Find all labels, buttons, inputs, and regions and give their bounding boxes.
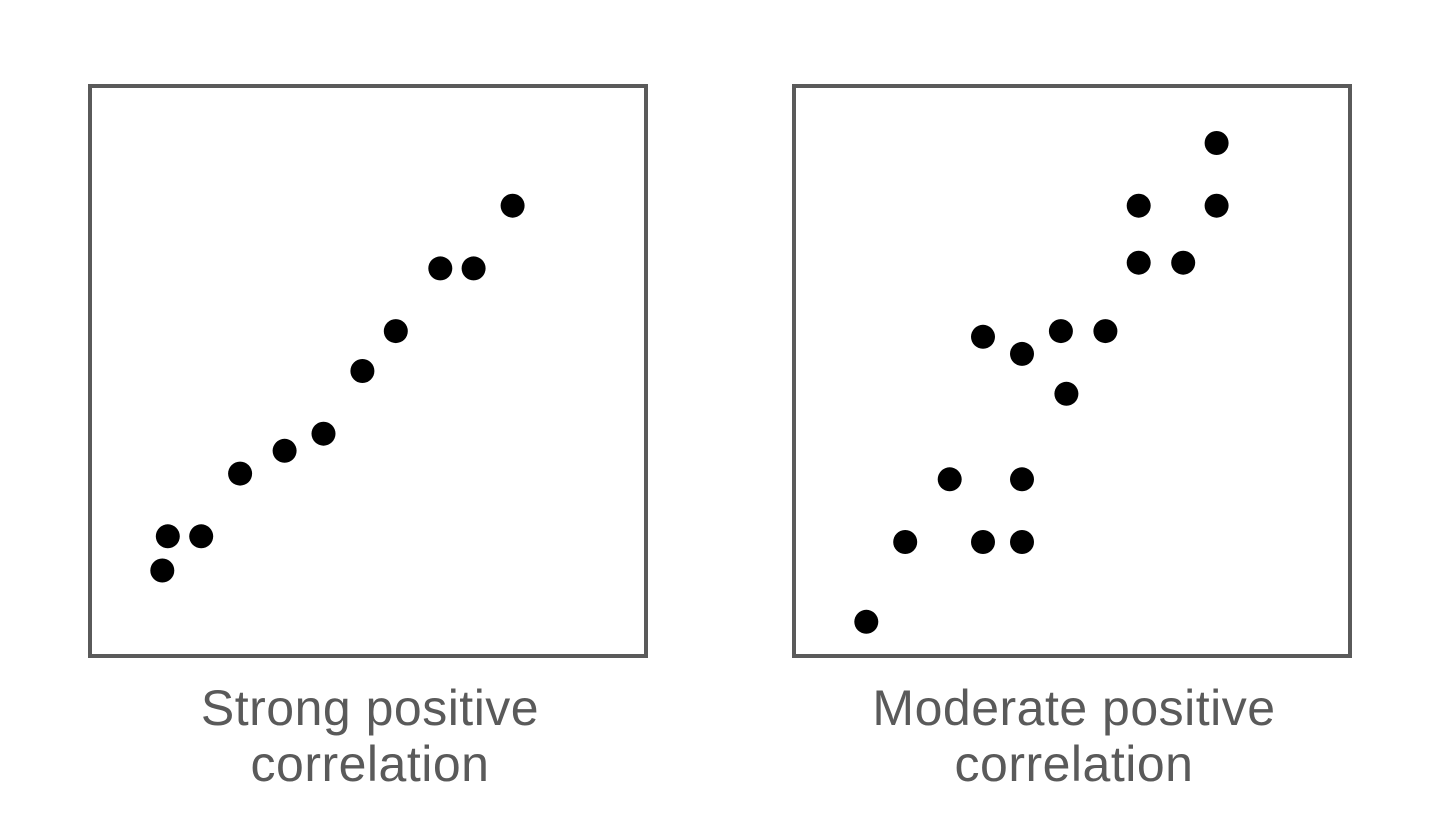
scatter-panel-strong: Strong positive correlation xyxy=(60,0,680,824)
caption-moderate: Moderate positive correlation xyxy=(764,680,1384,792)
data-point-8 xyxy=(383,319,408,344)
data-point-5 xyxy=(1010,530,1034,554)
data-point-10 xyxy=(461,256,486,281)
data-point-8 xyxy=(1010,341,1034,366)
caption-moderate-line-2: correlation xyxy=(954,736,1194,792)
data-point-3 xyxy=(189,524,214,549)
data-point-13 xyxy=(1171,250,1196,275)
data-point-4 xyxy=(228,461,253,486)
data-point-3 xyxy=(937,467,962,492)
scatter-panel-moderate: Moderate positive correlation xyxy=(764,0,1384,824)
caption-strong-line-2: correlation xyxy=(250,736,490,792)
data-point-7 xyxy=(971,324,995,349)
data-point-5 xyxy=(272,438,297,463)
data-point-2 xyxy=(893,530,918,554)
plot-frame xyxy=(792,84,1352,658)
caption-strong-line-1: Strong positive xyxy=(200,680,540,736)
data-point-7 xyxy=(350,359,375,383)
caption-moderate-line-1: Moderate positive xyxy=(872,680,1276,736)
data-point-10 xyxy=(1048,319,1073,344)
data-point-14 xyxy=(1126,193,1151,218)
data-point-4 xyxy=(971,530,995,554)
caption-strong: Strong positive correlation xyxy=(60,680,680,792)
scatter-plot-moderate xyxy=(792,84,1352,658)
data-point-11 xyxy=(1093,319,1118,344)
data-point-1 xyxy=(854,609,879,634)
data-point-11 xyxy=(500,193,525,218)
data-point-15 xyxy=(1204,193,1229,218)
data-point-1 xyxy=(150,558,175,583)
data-point-9 xyxy=(428,256,453,281)
scatter-plot-strong xyxy=(88,84,648,658)
data-point-9 xyxy=(1054,381,1079,406)
data-point-16 xyxy=(1204,131,1229,155)
data-point-6 xyxy=(311,421,336,446)
data-point-12 xyxy=(1126,250,1151,275)
data-point-6 xyxy=(1010,467,1034,492)
data-point-2 xyxy=(155,524,180,549)
